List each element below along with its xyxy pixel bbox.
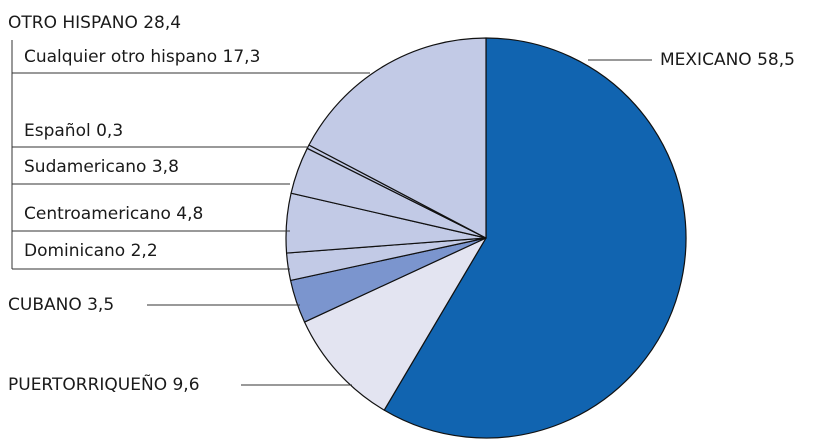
pie-slices [285,37,687,439]
leader-lines [11,40,652,386]
slice-label-cualquier-otro-hispano: Cualquier otro hispano 17,3 [24,47,260,67]
pie-slice-puertorriqueno [303,237,487,411]
slice-label-cubano: CUBANO 3,5 [8,295,114,315]
slice-label-centroamericano: Centroamericano 4,8 [24,204,203,224]
pie-slice-cualquier-otro-hispano [308,37,487,239]
group-label-otro-hispano: OTRO HISPANO 28,4 [8,13,181,33]
slice-label-puertorriqueno: PUERTORRIQUEÑO 9,6 [8,373,200,395]
slice-label-dominicano: Dominicano 2,2 [24,241,158,261]
slice-label-espanol: Español 0,3 [24,121,123,141]
pie-slice-mexicano [383,37,687,439]
slice-label-sudamericano: Sudamericano 3,8 [24,157,179,177]
slice-label-mexicano: MEXICANO 58,5 [660,50,795,70]
slice-labels: MEXICANO 58,5 PUERTORRIQUEÑO 9,6 CUBANO 3,… [8,13,795,395]
